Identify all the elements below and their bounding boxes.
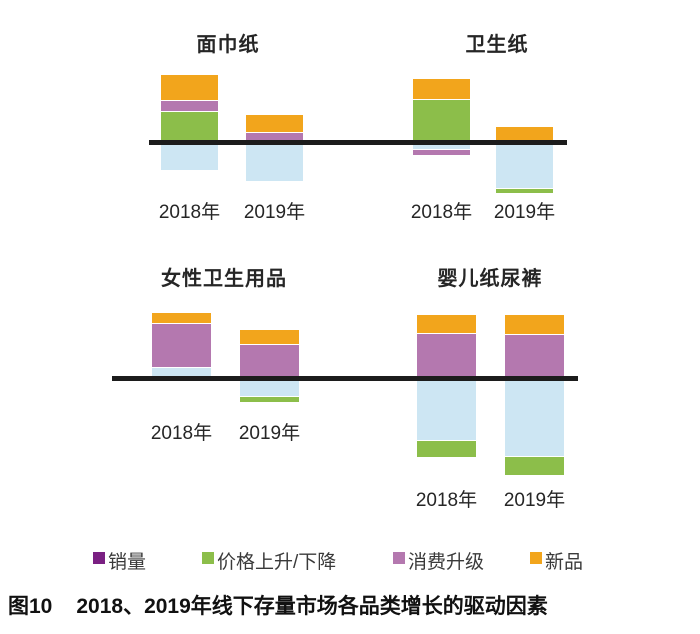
year-label: 2019年 xyxy=(493,202,556,223)
legend-label: 价格上升/下降 xyxy=(217,552,337,573)
bar-segment-volume xyxy=(496,142,553,188)
year-label: 2019年 xyxy=(238,423,301,444)
bar-segment-premium xyxy=(161,100,218,111)
panel-title: 婴儿纸尿裤 xyxy=(437,268,543,290)
bar-segment-price xyxy=(505,456,564,475)
year-label: 2018年 xyxy=(158,202,221,223)
zero-axis-line xyxy=(112,376,578,381)
new-swatch-icon xyxy=(530,552,542,564)
zero-axis-line xyxy=(149,140,567,145)
bar-segment-new xyxy=(413,78,470,99)
bar-segment-premium xyxy=(152,323,211,367)
bar-segment-volume xyxy=(161,142,218,170)
bar-segment-new xyxy=(152,312,211,323)
figure-title: 2018、2019年线下存量市场各品类增长的驱动因素 xyxy=(76,595,548,618)
bar-segment-new xyxy=(246,114,303,132)
bar-segment-premium xyxy=(246,132,303,143)
year-label: 2018年 xyxy=(410,202,473,223)
year-label: 2019年 xyxy=(503,490,566,511)
year-label: 2018年 xyxy=(415,490,478,511)
bar-segment-price xyxy=(240,396,299,402)
legend-item-price: 价格上升/下降 xyxy=(202,547,336,574)
figure-number: 图10 xyxy=(8,595,53,618)
bar-segment-price xyxy=(496,188,553,193)
legend-label: 销量 xyxy=(108,552,147,573)
bar-segment-volume xyxy=(240,378,299,396)
year-label: 2018年 xyxy=(150,423,213,444)
panel-title: 卫生纸 xyxy=(465,34,529,56)
bar-segment-new xyxy=(505,314,564,334)
bar-segment-price xyxy=(417,440,476,457)
premium-swatch-icon xyxy=(393,552,405,564)
year-label: 2019年 xyxy=(243,202,306,223)
bar-segment-new xyxy=(161,74,218,100)
legend-item-premium: 消费升级 xyxy=(393,547,484,574)
price-swatch-icon xyxy=(202,552,214,564)
legend-item-volume: 销量 xyxy=(93,547,146,574)
bar-segment-premium xyxy=(413,149,470,155)
legend-label: 新品 xyxy=(545,552,584,573)
bar-segment-price xyxy=(413,99,470,143)
bar-segment-price xyxy=(161,111,218,143)
bar-segment-volume xyxy=(246,142,303,181)
bar-segment-new xyxy=(240,329,299,344)
bar-segment-volume xyxy=(413,142,470,149)
bar-segment-volume xyxy=(152,367,211,379)
panel-title: 面巾纸 xyxy=(196,34,260,56)
bar-segment-new xyxy=(417,314,476,333)
bar-segment-volume xyxy=(505,378,564,456)
panel-title: 女性卫生用品 xyxy=(161,268,287,290)
figure-caption: 图10 2018、2019年线下存量市场各品类增长的驱动因素 xyxy=(8,590,548,620)
legend-label: 消费升级 xyxy=(408,552,485,573)
bar-segment-premium xyxy=(240,344,299,379)
volume-swatch-icon xyxy=(93,552,105,564)
legend-item-new: 新品 xyxy=(530,547,583,574)
bar-segment-premium xyxy=(417,333,476,379)
bar-segment-premium xyxy=(505,334,564,379)
bar-segment-volume xyxy=(417,378,476,440)
bar-segment-new xyxy=(496,126,553,143)
